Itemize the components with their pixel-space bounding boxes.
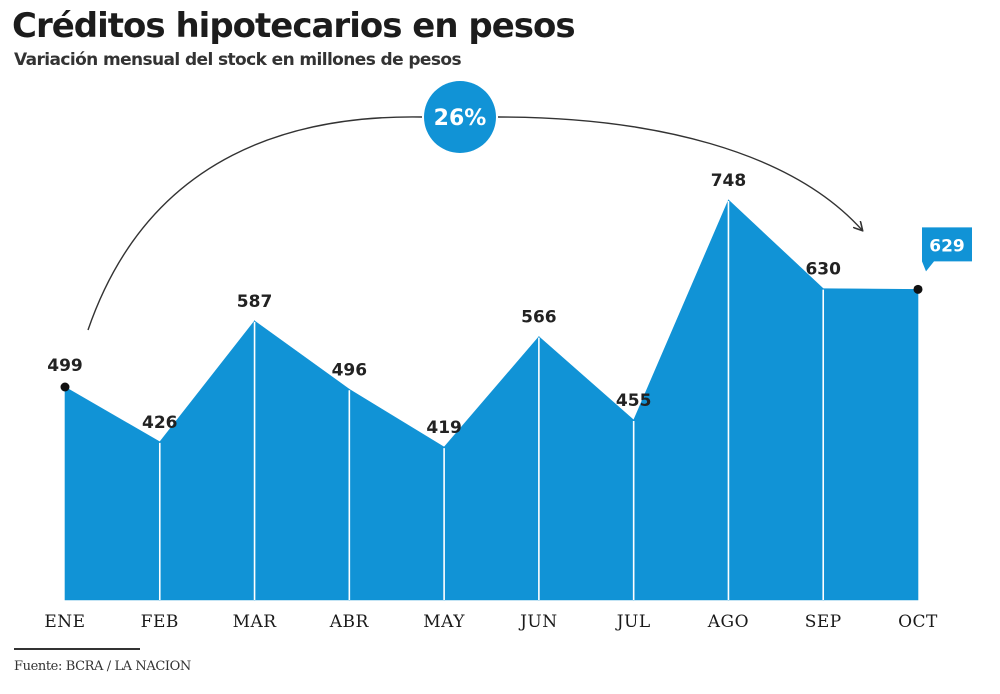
area-chart: 499 426 587 496 419 566 455 748 630 629 ENE FEB MAR… (44, 81, 972, 632)
data-label-feb: 426 (142, 413, 178, 433)
chart-subtitle: Variación mensual del stock en millones … (14, 50, 462, 70)
growth-label: 26% (434, 106, 487, 131)
data-label-oct: 629 (929, 236, 965, 256)
data-label-jul: 455 (616, 391, 652, 411)
x-tick-label-sep: SEP (805, 612, 842, 632)
area-segment-may-jun (443, 335, 540, 601)
endpoint-marker-oct (913, 284, 923, 294)
endpoint-marker-ene (60, 382, 70, 392)
data-label-sep: 630 (805, 260, 841, 280)
growth-arrow (497, 116, 862, 230)
highlight-callout-oct: 629 (922, 227, 972, 272)
x-tick-label-abr: ABR (329, 612, 370, 632)
x-tick-label-jul: JUL (615, 612, 651, 632)
x-tick-label-mar: MAR (233, 612, 278, 632)
x-tick-label-oct: OCT (898, 612, 938, 632)
x-tick-label-feb: FEB (141, 612, 179, 632)
x-tick-label-jun: JUN (518, 612, 558, 632)
data-label-mar: 587 (237, 292, 273, 312)
area-segment-jun-jul (538, 336, 634, 601)
x-tick-label-may: MAY (423, 612, 465, 632)
chart-title: Créditos hipotecarios en pesos (12, 6, 576, 46)
x-tick-label-ago: AGO (707, 612, 749, 632)
data-label-ene: 499 (47, 356, 83, 376)
area-segment-feb-mar (159, 320, 255, 601)
growth-arc-left (87, 116, 423, 331)
data-label-may: 419 (426, 418, 462, 438)
data-label-jun: 566 (521, 308, 557, 328)
data-label-ago: 748 (711, 171, 747, 191)
growth-bubble (424, 81, 496, 153)
source-rule (14, 648, 140, 650)
source-note: Fuente: BCRA / LA NACION (14, 659, 191, 674)
area-segment-sep-oct (822, 288, 919, 601)
x-tick-label-ene: ENE (44, 612, 85, 632)
data-label-abr: 496 (332, 360, 368, 380)
